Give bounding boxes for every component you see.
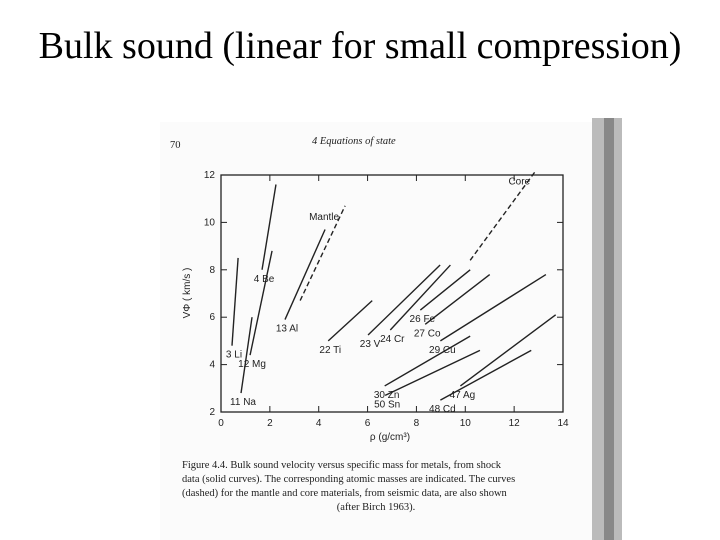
running-head: 4 Equations of state <box>312 136 396 147</box>
curve <box>440 349 532 401</box>
y-tick-label: 4 <box>209 360 215 371</box>
x-tick-label: 2 <box>267 418 273 429</box>
curve-label: 29 Cu <box>429 345 456 356</box>
curve-label: 12 Mg <box>238 359 266 370</box>
curve <box>459 314 557 387</box>
slide-title: Bulk sound (linear for small compression… <box>39 25 682 67</box>
curve-label: 50 Sn <box>374 399 400 410</box>
page-number: 70 <box>170 140 181 151</box>
curve <box>384 335 471 387</box>
y-tick-label: 6 <box>209 312 215 323</box>
curve <box>389 264 451 331</box>
caption-line: (dashed) for the mantle and core materia… <box>182 488 508 499</box>
caption-line: (after Birch 1963). <box>337 502 415 513</box>
y-tick-label: 8 <box>209 265 215 276</box>
x-tick-label: 12 <box>509 418 521 429</box>
y-tick-label: 12 <box>204 170 216 181</box>
curve-label: 27 Co <box>414 328 441 339</box>
curve-label: 11 Na <box>230 397 256 408</box>
y-axis-label: VΦ ( km/s ) <box>182 268 193 319</box>
x-tick-label: 8 <box>414 418 420 429</box>
y-tick-label: 10 <box>204 217 216 228</box>
x-tick-label: 6 <box>365 418 371 429</box>
curve-label: 47 Ag <box>450 390 476 401</box>
curve-label: 22 Ti <box>319 345 341 356</box>
caption-line: data (solid curves). The corresponding a… <box>182 474 515 485</box>
curve-label: 3 Li <box>226 350 242 361</box>
curve <box>240 317 253 394</box>
curve-label: 24 Cr <box>380 334 405 345</box>
curve-label: 13 Al <box>276 324 298 335</box>
curve-label: Mantle <box>309 212 339 223</box>
curve <box>424 273 491 325</box>
caption-line: Figure 4.4. Bulk sound velocity versus s… <box>182 460 502 471</box>
x-tick-label: 10 <box>460 418 472 429</box>
curve <box>231 257 239 346</box>
plot-frame <box>220 174 564 413</box>
dashed-curve <box>299 205 346 301</box>
curve <box>367 264 441 336</box>
curve-label: 26 Fe <box>410 314 436 325</box>
curve-label: 23 V <box>360 339 381 350</box>
curve <box>284 229 326 320</box>
x-tick-label: 4 <box>316 418 322 429</box>
curve <box>327 300 373 342</box>
x-tick-label: 0 <box>218 418 224 429</box>
curve <box>384 349 481 397</box>
curve <box>261 184 277 270</box>
y-tick-label: 2 <box>209 407 215 418</box>
curve-label: 48 Cd <box>429 404 456 415</box>
x-tick-label: 14 <box>557 418 569 429</box>
curve <box>439 273 547 342</box>
scan-shadow-dark <box>604 118 614 540</box>
curve-label: 4 Be <box>254 274 275 285</box>
curve-label: Core <box>508 176 530 187</box>
curve <box>419 269 471 311</box>
dashed-curve <box>469 169 537 261</box>
curve <box>249 250 273 356</box>
x-axis-label: ρ (g/cm³) <box>370 432 410 443</box>
